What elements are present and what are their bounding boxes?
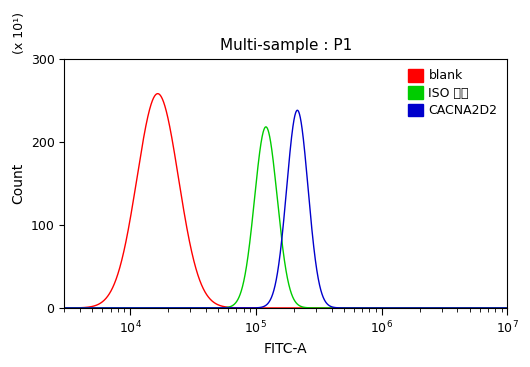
Text: (x 10¹): (x 10¹) <box>13 12 26 54</box>
Legend: blank, ISO 多抗, CACNA2D2: blank, ISO 多抗, CACNA2D2 <box>405 65 501 121</box>
Y-axis label: Count: Count <box>11 163 25 204</box>
X-axis label: FITC-A: FITC-A <box>264 342 307 356</box>
Title: Multi-sample : P1: Multi-sample : P1 <box>220 39 352 54</box>
